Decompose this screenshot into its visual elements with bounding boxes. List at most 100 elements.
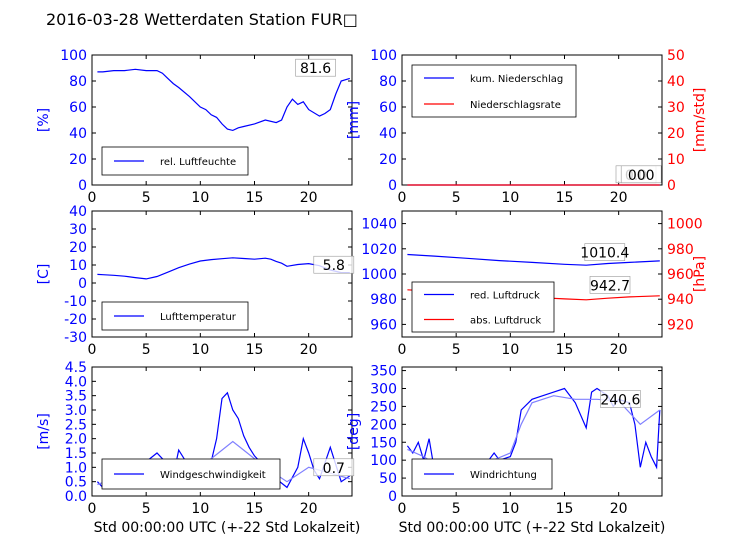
y-tick-label: 2.5 (65, 417, 87, 433)
panel-6: 0 5 10 15 20050100150200250300350[deg]Windri… (346, 364, 663, 517)
panel-4: 0 5 10 15 20 960 980 1000 1020 1040 920 940 960 980 10… (361, 210, 708, 358)
figure-title: 2016-03-28 Wetterdaten Station FUR□ (46, 10, 358, 29)
x-tick-label: 0 (88, 190, 97, 206)
y-tick-label: 1000 (361, 267, 397, 283)
y-tick-label: 0 (388, 178, 397, 194)
y-tick-label: 50 (379, 471, 397, 487)
y-tick-label: 40 (69, 204, 87, 220)
y-tick-label: 40 (379, 126, 397, 142)
x-tick-label: 20 (300, 190, 318, 206)
x-tick-label: 0 (88, 342, 97, 358)
y-tick-label: 80 (69, 74, 87, 90)
y-tick-label: 60 (69, 100, 87, 116)
legend-label: Windrichtung (470, 470, 537, 481)
y2-axis-label: [hPa] (692, 256, 708, 292)
x-tick-label: 0 (88, 501, 97, 517)
x-tick-label: 10 (501, 190, 519, 206)
y-tick-label: 980 (370, 292, 397, 308)
y-tick-label: -20 (64, 312, 87, 328)
value-annotation-box (313, 255, 355, 274)
x-tick-label: 10 (191, 190, 209, 206)
legend-box (101, 458, 281, 490)
y2-tick-label: 40 (667, 74, 685, 90)
y-tick-label: 100 (370, 48, 397, 64)
y-tick-label: 1.0 (65, 460, 87, 476)
x-tick-label: 20 (610, 501, 628, 517)
y-tick-label: 60 (379, 100, 397, 116)
y2-tick-label: 1000 (667, 217, 703, 233)
x-tick-label: 0 (398, 190, 407, 206)
y-tick-label: 1.5 (65, 446, 87, 462)
y-tick-label: 4.0 (65, 374, 87, 390)
x-axis-label-right: Std 00:00:00 UTC (+-22 Std Lokalzeit) (399, 520, 666, 536)
y2-tick-label: 30 (667, 100, 685, 116)
y-tick-label: 200 (370, 417, 397, 433)
value-annotation: 240.6 (600, 392, 640, 408)
y-axis-label: [mm] (346, 101, 362, 139)
x-tick-label: 20 (300, 501, 318, 517)
y2-tick-label: 0 (667, 178, 676, 194)
y2-tick-label: 50 (667, 48, 685, 64)
x-tick-label: 15 (246, 190, 264, 206)
x-tick-label: 10 (191, 342, 209, 358)
x-tick-label: 5 (452, 190, 461, 206)
y-tick-label: 0.5 (65, 475, 87, 491)
y-axis-label: [m/s] (36, 413, 52, 450)
y-tick-label: -30 (64, 330, 87, 346)
x-tick-label: 15 (246, 342, 264, 358)
y-tick-label: 150 (370, 435, 397, 451)
value-annotation-box (620, 165, 662, 184)
panel-3: 0 5 10 15 20 -30 -20 -10 0 10 20 30 40 [C] Lufttempera… (36, 204, 355, 358)
x-tick-label: 5 (452, 342, 461, 358)
panel-1: 0 5 10 15 20 0 20 40 60 80 100 [%] rel. Luftfeuchte 8… (36, 48, 353, 206)
y2-axis-label: [mm/std] (692, 88, 708, 153)
x-tick-label: 20 (300, 342, 318, 358)
y-axis-label: [C] (36, 264, 52, 285)
value-annotation-box (295, 58, 336, 77)
x-tick-label: 5 (142, 501, 151, 517)
y-tick-label: 2.0 (65, 432, 87, 448)
y-tick-label: 0.0 (65, 489, 87, 505)
y-tick-label: 20 (379, 152, 397, 168)
x-tick-label: 15 (556, 501, 574, 517)
y-tick-label: 20 (69, 240, 87, 256)
y-tick-label: 0 (388, 489, 397, 505)
y-tick-label: 20 (69, 152, 87, 168)
series-line-1 (97, 68, 350, 132)
y2-tick-label: 940 (667, 292, 694, 308)
y-tick-label: 3.5 (65, 389, 87, 405)
value-annotation: 81.6 (300, 61, 331, 77)
value-annotation-box (313, 458, 355, 477)
legend-label: Windgeschwindigkeit (160, 470, 266, 481)
x-tick-label: 0 (398, 501, 407, 517)
legend-box (411, 64, 577, 118)
x-tick-label: 15 (246, 501, 264, 517)
x-tick-label: 5 (452, 501, 461, 517)
value-annotation: 1010.4 (580, 246, 629, 262)
legend-label: Lufttemperatur (160, 312, 237, 323)
value-annotation: 5.8 (323, 258, 345, 274)
x-axis-label-left: Std 00:00:00 UTC (+-22 Std Lokalzeit) (94, 520, 361, 536)
y-tick-label: 250 (370, 399, 397, 415)
y-tick-label: 10 (69, 258, 87, 274)
x-tick-label: 10 (191, 501, 209, 517)
x-tick-label: 10 (501, 342, 519, 358)
value-annotation: 942.7 (590, 278, 630, 294)
value-annotation: 000 (628, 168, 655, 184)
y-tick-label: 30 (69, 222, 87, 238)
y-tick-label: 40 (69, 126, 87, 142)
y2-tick-label: 920 (667, 317, 694, 333)
legend-box (101, 146, 249, 176)
series-line-1 (97, 257, 350, 280)
legend-label: red. Luftdruck (470, 291, 540, 302)
x-tick-label: 20 (610, 190, 628, 206)
value-annotation-box (600, 390, 641, 408)
y-axis-label: [deg] (346, 413, 362, 450)
y-tick-label: 3.0 (65, 403, 87, 419)
y-tick-label: 4.5 (65, 360, 87, 376)
x-tick-label: 20 (610, 342, 628, 358)
y-tick-label: 1040 (361, 217, 397, 233)
y-tick-label: 1020 (361, 242, 397, 258)
legend-label: abs. Luftdruck (470, 316, 541, 327)
